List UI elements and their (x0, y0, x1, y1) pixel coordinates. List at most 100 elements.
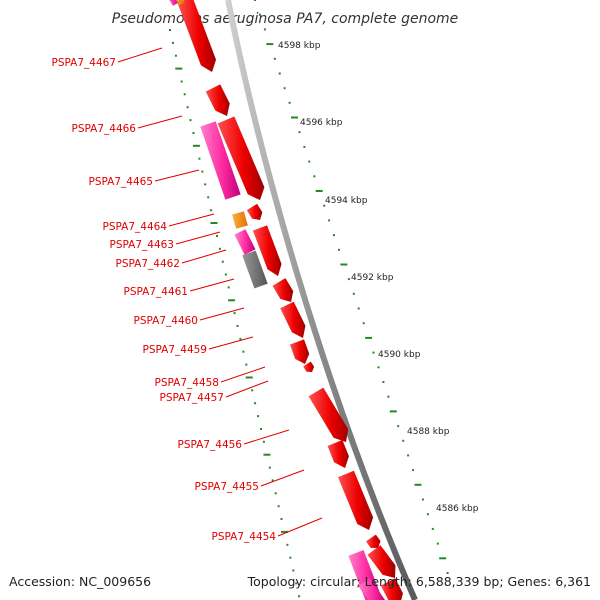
label-leaders (117, 47, 323, 537)
forward-gene[interactable] (279, 301, 306, 339)
forward-gene[interactable] (272, 277, 294, 303)
scale-dot (273, 57, 276, 60)
scale-dot (446, 572, 449, 574)
scale-dot (289, 556, 292, 559)
scale-dot (242, 350, 245, 353)
scale-tick (414, 483, 422, 486)
scale-dot (180, 80, 183, 83)
gene-label[interactable]: PSPA7_4467 (52, 57, 117, 69)
scale-dot (313, 175, 316, 178)
scale-tick (291, 116, 298, 119)
scale-dot (257, 415, 260, 418)
gene-label[interactable]: PSPA7_4464 (103, 221, 168, 233)
forward-gene[interactable] (380, 577, 404, 600)
reverse-gene[interactable] (357, 577, 386, 600)
scale-dot (207, 196, 210, 199)
leader-line (260, 469, 305, 487)
scale-dot (286, 543, 289, 546)
scale-tick (315, 190, 323, 192)
gene-label[interactable]: PSPA7_4460 (134, 315, 199, 327)
gray-feature[interactable] (242, 250, 268, 289)
scale-dot (303, 145, 306, 148)
scale-tick (281, 530, 288, 533)
scale-tick (263, 453, 271, 456)
scale-dot (221, 260, 224, 263)
scale-dot (192, 132, 195, 134)
scale-dot (308, 160, 311, 163)
scale-dot (298, 595, 301, 598)
leader-line (189, 278, 235, 292)
gene-label[interactable]: PSPA7_4462 (116, 258, 181, 270)
gene-label[interactable]: PSPA7_4456 (178, 439, 243, 451)
scale-dot (288, 101, 291, 104)
gene-label[interactable]: PSPA7_4466 (72, 123, 137, 135)
scale-dot (402, 439, 405, 442)
gene-label[interactable]: PSPA7_4455 (195, 481, 260, 493)
scale-dot (171, 41, 174, 44)
scale-dot (251, 389, 254, 392)
leader-line (117, 47, 163, 63)
scale-dot (198, 157, 201, 160)
gene-label[interactable]: PSPA7_4454 (212, 531, 277, 543)
scale-tick (389, 410, 397, 413)
forward-gene[interactable] (302, 361, 315, 373)
leader-line (137, 115, 183, 129)
scale-dot (412, 469, 415, 472)
scale-tick-label: 4586 kbp (436, 504, 479, 514)
scale-tick-label: 4598 kbp (278, 41, 321, 51)
scale-dot (174, 54, 177, 57)
forward-gene[interactable] (367, 544, 396, 579)
orange-feature[interactable] (173, 0, 185, 6)
scale-dot (227, 286, 230, 289)
scale-dot (377, 366, 380, 369)
map-title: Pseudomonas aeruginosa PA7, complete gen… (112, 11, 459, 27)
forward-gene[interactable] (327, 439, 350, 469)
scale-dot (189, 119, 192, 122)
leader-line (199, 307, 245, 321)
scale-tick-label: 4592 kbp (351, 273, 394, 283)
scale-dot (328, 219, 331, 222)
forward-gene[interactable] (289, 339, 310, 365)
forward-gene[interactable] (217, 116, 265, 201)
orange-feature[interactable] (231, 211, 249, 229)
leader-line (220, 366, 266, 383)
forward-gene[interactable] (177, 0, 217, 73)
scale-dot (277, 505, 280, 508)
reverse-gene[interactable] (234, 228, 256, 256)
gene-label[interactable]: PSPA7_4461 (124, 286, 189, 298)
scale-dot (352, 292, 355, 295)
leader-line (225, 380, 269, 398)
gene-label[interactable]: PSPA7_4465 (89, 176, 154, 188)
forward-gene[interactable] (252, 225, 282, 277)
scale-dot (268, 466, 271, 469)
scale-dot (263, 28, 266, 31)
genome-backbone (225, 0, 418, 600)
scale-dot (262, 440, 265, 443)
gene-label[interactable]: PSPA7_4457 (160, 392, 225, 404)
scale-dot (216, 234, 218, 237)
scale-dot (333, 234, 335, 237)
forward-gene[interactable] (308, 387, 349, 443)
scale-dot (210, 209, 213, 212)
scale-dot (245, 363, 248, 366)
gene-label[interactable]: PSPA7_4459 (143, 344, 208, 356)
forward-gene[interactable] (337, 470, 374, 531)
scale-dot (183, 93, 186, 96)
forward-gene[interactable] (365, 534, 381, 549)
leader-line (181, 249, 227, 264)
scale-tick (192, 144, 200, 147)
scale-dot (239, 337, 242, 340)
reverse-gene[interactable] (200, 121, 241, 200)
scale-tick-label: 4594 kbp (325, 196, 368, 206)
gene-label[interactable]: PSPA7_4463 (110, 239, 175, 251)
scale-tick (365, 336, 373, 339)
forward-gene[interactable] (205, 84, 230, 117)
gene-label[interactable]: PSPA7_4458 (155, 377, 220, 389)
forward-gene[interactable] (246, 203, 263, 221)
scale-tick (175, 67, 183, 70)
scale-dot (204, 183, 207, 186)
scale-dot (260, 428, 262, 430)
scale-dot (295, 582, 298, 585)
scale-tick (245, 376, 253, 379)
scale-tick-label: 4596 kbp (300, 118, 343, 128)
